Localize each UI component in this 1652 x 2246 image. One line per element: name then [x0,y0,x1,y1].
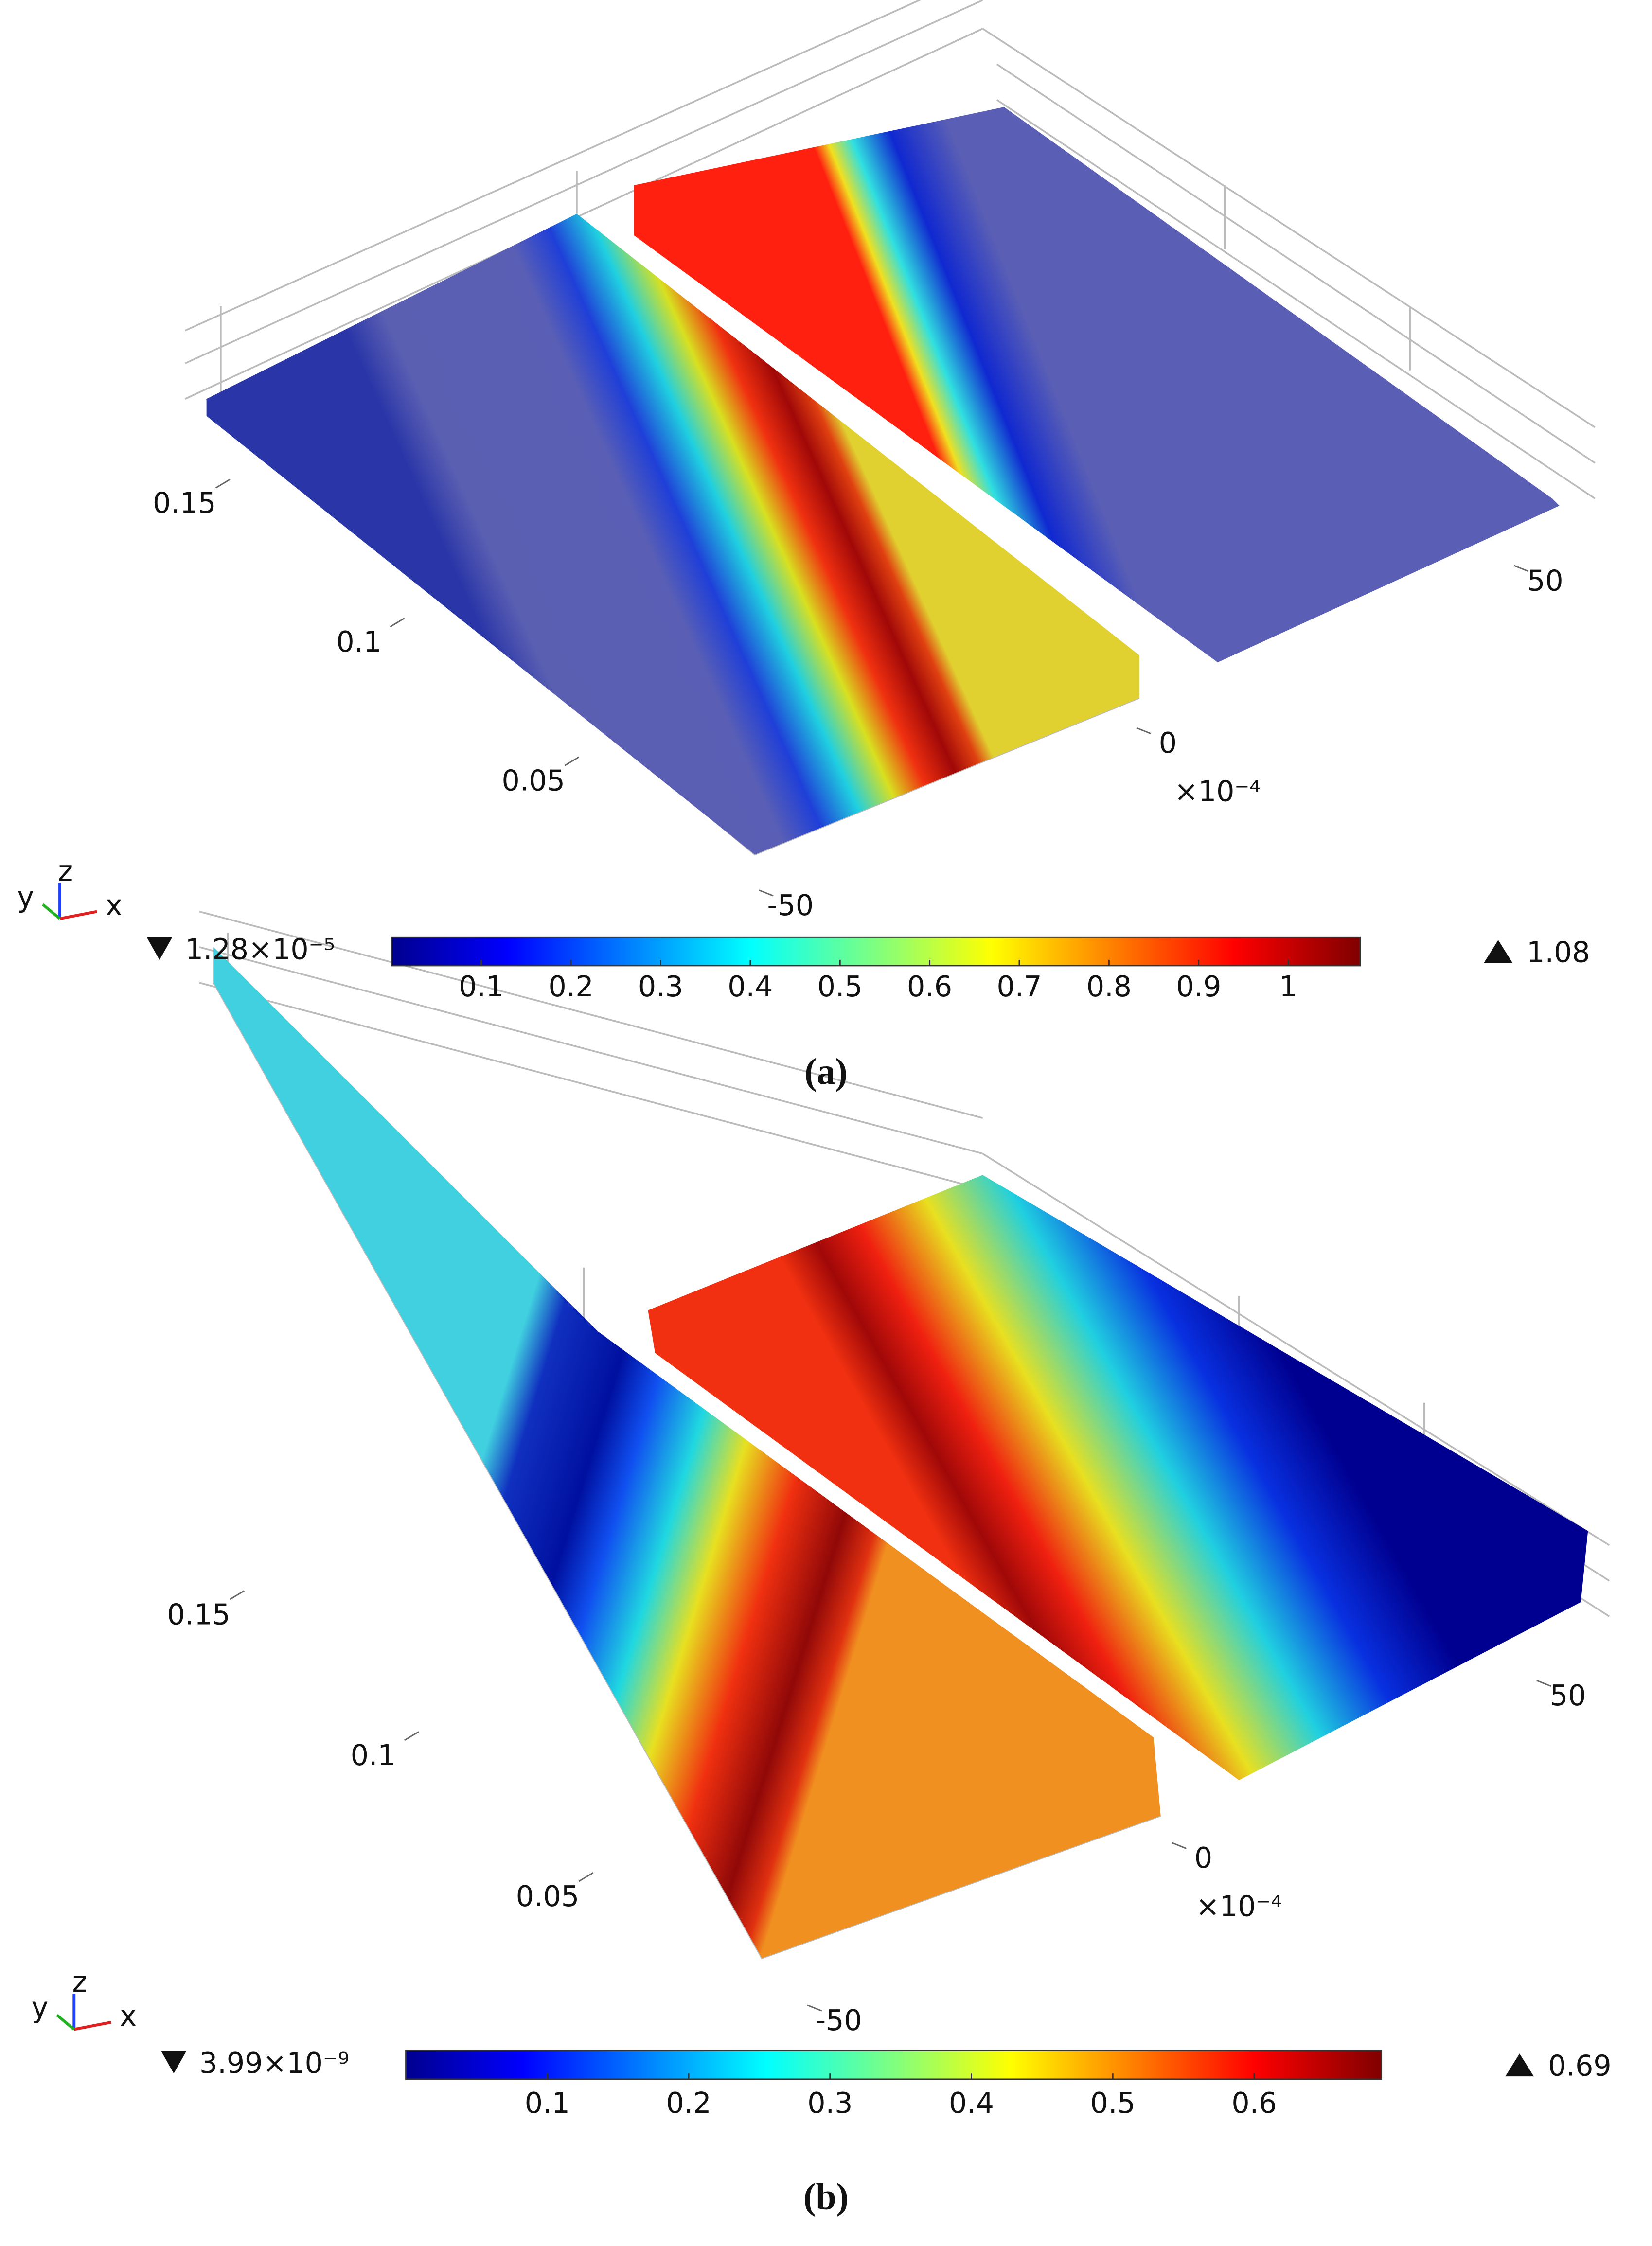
caption: (b) [803,2176,849,2217]
colorbar-tick-label: 0.7 [996,970,1042,1003]
colorbar-max: 0.69 [1548,2050,1611,2083]
x-tick-label: 50 [1527,564,1563,597]
x-tick [1136,727,1151,734]
colorbar-min: 1.28×10⁻⁵ [185,933,335,966]
x-tick-label: 0 [1159,726,1177,760]
caption: (a) [804,1051,848,1092]
y-tick [578,1872,594,1882]
colorbar-tick-label: 0.4 [949,2087,994,2120]
x-tick [1172,1842,1187,1849]
axis-triad [41,883,111,2031]
surface [206,107,1588,1959]
y-tick-label: 0.15 [167,1598,230,1631]
colorbar-tick-label: 0.3 [638,970,683,1003]
y-tick-label: 0.05 [502,764,565,797]
triad-label: y [32,1991,49,2024]
y-tick [390,618,405,628]
colorbar [405,2050,1383,2080]
x-tick-label: -50 [767,889,814,922]
y-tick-label: 0.1 [351,1739,396,1772]
triad-label: z [72,1965,88,1998]
y-tick [564,756,580,766]
colorbar-min: 3.99×10⁻⁹ [199,2047,349,2080]
triad-label: x [120,1999,137,2033]
y-tick [404,1731,419,1741]
triad-label: x [106,889,123,922]
triad-label: z [58,855,73,888]
colorbar-tick-label: 0.2 [666,2087,711,2120]
colorbar-tick-label: 0.6 [907,970,952,1003]
triangles [146,937,1534,2077]
x-tick [807,2004,822,2012]
colorbar-tick-label: 0.4 [728,970,773,1003]
colorbar-tick-label: 0.3 [807,2087,853,2120]
colorbar-tick-label: 0.1 [525,2087,570,2120]
x-tick-label: -50 [816,2004,862,2037]
x-tick-label: 50 [1550,1679,1586,1712]
x-tick [1513,565,1528,572]
triad-label: y [17,880,34,913]
y-tick [230,1590,245,1600]
colorbar-max: 1.08 [1527,936,1590,969]
x-multiplier: ×10⁻⁴ [1196,1890,1282,1923]
y-tick-label: 0.15 [153,487,216,520]
x-tick [1536,1680,1551,1687]
colorbar-tick-label: 1 [1279,970,1297,1003]
x-tick-label: 0 [1194,1841,1212,1875]
x-multiplier: ×10⁻⁴ [1174,775,1261,808]
colorbar-tick-label: 0.6 [1231,2087,1277,2120]
colorbar [391,936,1361,967]
colorbar-tick-label: 0.1 [459,970,504,1003]
colorbar-tick-label: 0.5 [817,970,863,1003]
y-tick-label: 0.05 [516,1880,579,1913]
x-tick [759,889,774,897]
y-tick-label: 0.1 [336,625,381,658]
y-tick [215,478,231,489]
colorbar-tick-label: 0.5 [1090,2087,1136,2120]
colorbar-tick-label: 0.8 [1086,970,1132,1003]
colorbar-tick-label: 0.9 [1176,970,1221,1003]
colorbar-tick-label: 0.2 [549,970,594,1003]
